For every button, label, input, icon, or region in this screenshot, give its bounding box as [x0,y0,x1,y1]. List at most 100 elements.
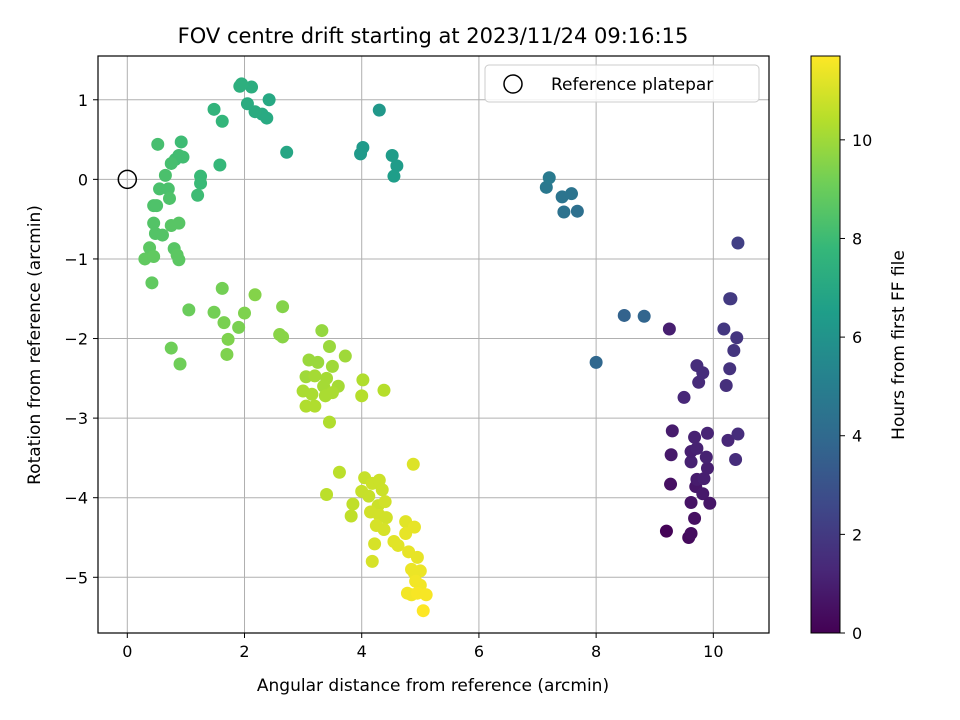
data-point [379,511,393,525]
data-point [565,187,579,201]
x-axis-label: Angular distance from reference (arcmin) [257,676,609,696]
y-tick-label: −3 [64,409,88,428]
data-point [248,288,262,302]
data-point [215,281,229,295]
data-point [413,564,427,578]
data-point [147,250,161,264]
data-point [589,355,603,369]
data-point [368,537,382,551]
data-point [322,339,336,353]
colorbar-tick-label: 2 [852,525,862,544]
y-tick-label: −2 [64,330,88,349]
data-point [356,373,370,387]
data-point [172,216,186,230]
data-point [238,306,252,320]
data-point [684,495,698,509]
data-point [207,305,221,319]
data-point [308,399,322,413]
colorbar-tick-label: 8 [852,229,862,248]
data-point [311,355,325,369]
data-point [194,176,208,190]
data-point [697,472,711,486]
data-point [727,343,741,357]
data-point [172,253,186,267]
data-point [158,168,172,182]
data-point [410,550,424,564]
data-point [308,369,322,383]
y-tick-label: −1 [64,250,88,269]
data-point [664,477,678,491]
data-point [416,604,430,618]
legend-entry-reference-platepar: Reference platepar [551,75,713,95]
y-tick-label: 0 [78,170,88,189]
data-point [662,322,676,336]
data-point [155,228,169,242]
data-point [174,135,188,149]
x-tick-label: 0 [122,642,132,661]
data-point [217,316,231,330]
data-point [260,111,274,125]
x-tick-label: 8 [591,642,601,661]
data-point [557,205,571,219]
data-point [617,308,631,322]
data-point [233,79,247,93]
data-point [262,93,276,107]
data-point [173,357,187,371]
data-point [724,292,738,306]
data-point [338,349,352,363]
colorbar: 0 2 4 6 8 10 Hours from first FF file [810,55,909,643]
data-point [730,331,744,345]
data-point [191,188,205,202]
data-point [684,527,698,541]
colorbar-tick-label: 0 [852,624,862,643]
legend: Reference platepar [484,64,760,103]
data-point [346,497,360,511]
data-point [162,191,176,205]
data-point [377,523,391,537]
data-point [356,141,370,155]
colorbar-ticks: 0 2 4 6 8 10 [840,131,872,643]
data-point [220,347,234,361]
data-point [419,588,433,602]
data-point [161,182,175,196]
data-point [150,199,164,213]
plot-frame [97,55,770,634]
data-point [182,303,196,317]
data-point [721,433,735,447]
data-point [325,386,339,400]
data-point [207,102,221,116]
data-point [280,145,294,159]
data-point [221,332,235,346]
x-tick-label: 6 [474,642,484,661]
data-point [677,390,691,404]
x-tick-label: 2 [239,642,249,661]
data-point [147,216,161,230]
data-point [332,465,346,479]
data-point [355,389,369,403]
data-point [276,330,290,344]
colorbar-tick-label: 6 [852,328,862,347]
data-point [391,538,405,552]
data-point [699,450,713,464]
data-point [637,309,651,323]
data-point [690,441,704,455]
data-point [385,148,399,162]
data-point [696,366,710,380]
colorbar-label: Hours from first FF file [889,250,909,440]
data-point [659,524,673,538]
data-point [151,137,165,151]
data-point [684,455,698,469]
data-point [344,509,358,523]
data-point [232,320,246,334]
x-tick-label: 4 [357,642,367,661]
data-point [320,488,334,502]
data-point [729,453,743,467]
data-point [719,378,733,392]
legend-marker [503,74,523,94]
colorbar-gradient [810,55,841,634]
data-points [138,77,745,618]
data-point [700,426,714,440]
x-axis-ticks: 0 2 4 6 8 10 [122,633,724,661]
